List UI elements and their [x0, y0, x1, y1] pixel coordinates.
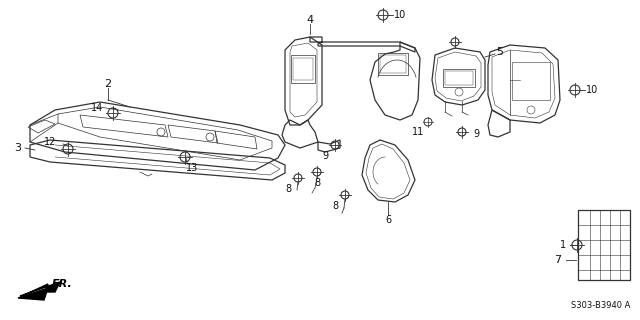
Bar — [578, 210, 630, 280]
Text: S303-B3940 A: S303-B3940 A — [571, 301, 630, 310]
Text: 11: 11 — [412, 127, 424, 137]
Text: 7: 7 — [554, 255, 561, 265]
Text: 1: 1 — [560, 240, 566, 250]
Text: 9: 9 — [473, 129, 479, 139]
Bar — [443, 69, 475, 87]
Text: FR.: FR. — [52, 279, 73, 289]
Text: 10: 10 — [586, 85, 598, 95]
Bar — [380, 55, 406, 73]
Text: 8: 8 — [314, 178, 320, 188]
Text: 12: 12 — [44, 137, 56, 147]
Bar — [293, 58, 313, 80]
Bar — [378, 53, 408, 75]
Bar — [291, 55, 315, 83]
Text: 2: 2 — [104, 79, 111, 89]
Text: 6: 6 — [385, 215, 391, 225]
Text: 8: 8 — [285, 184, 291, 194]
Polygon shape — [18, 288, 48, 300]
Text: 5: 5 — [497, 47, 504, 57]
Text: 3: 3 — [15, 143, 22, 153]
Text: 10: 10 — [394, 10, 406, 20]
Text: 14: 14 — [91, 103, 103, 113]
Text: 13: 13 — [186, 163, 198, 173]
Text: 4: 4 — [307, 15, 314, 25]
Bar — [512, 62, 550, 100]
Bar — [445, 71, 473, 85]
Polygon shape — [20, 282, 60, 296]
Text: 8: 8 — [332, 201, 338, 211]
Text: 9: 9 — [322, 151, 328, 161]
